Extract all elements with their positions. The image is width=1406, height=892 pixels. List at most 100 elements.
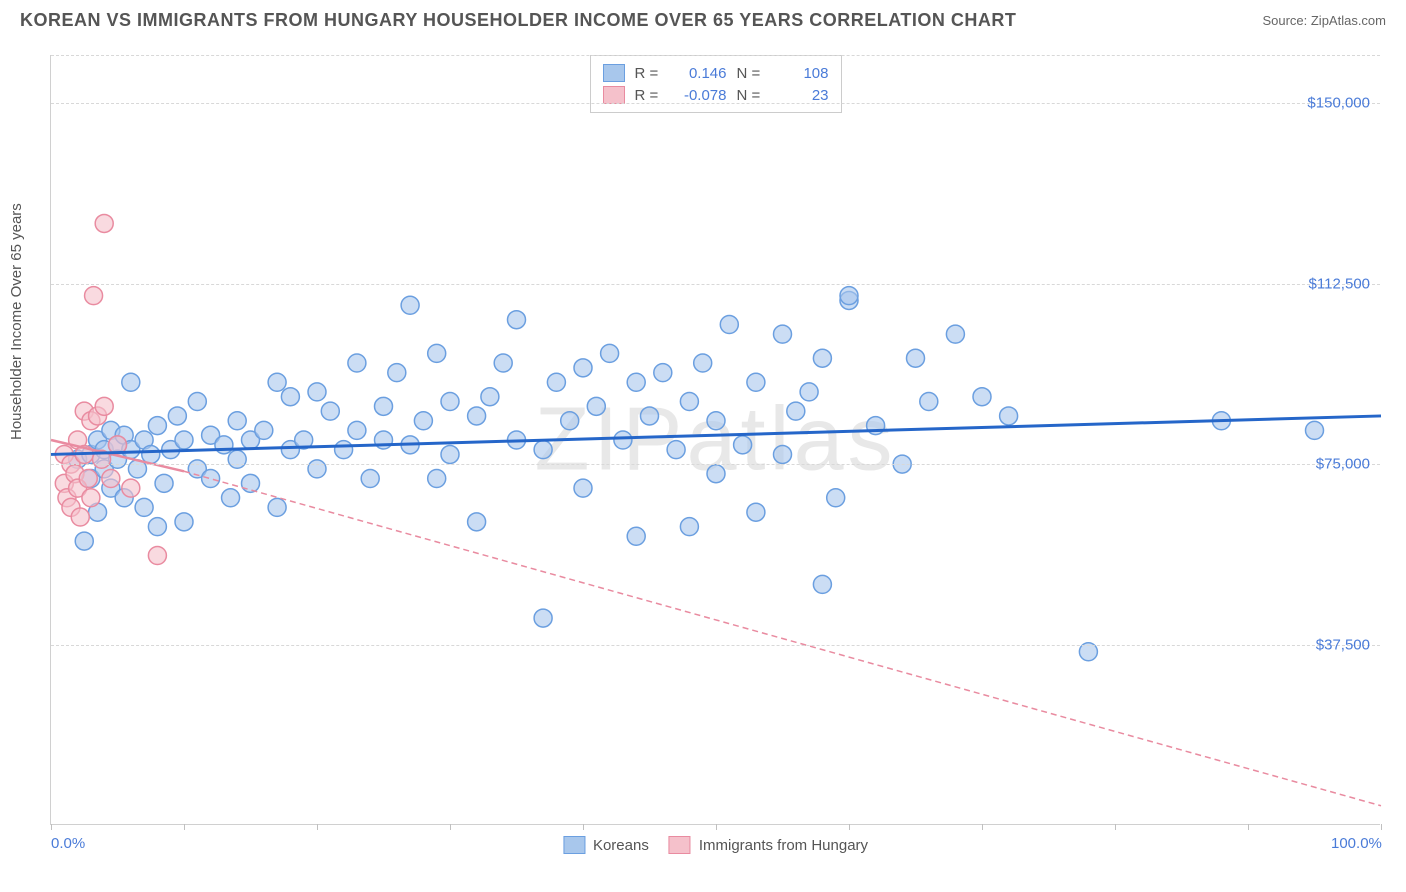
data-point <box>707 412 725 430</box>
data-point <box>680 518 698 536</box>
data-point <box>255 421 273 439</box>
data-point <box>428 470 446 488</box>
chart-title: KOREAN VS IMMIGRANTS FROM HUNGARY HOUSEH… <box>20 10 1016 31</box>
data-point <box>508 311 526 329</box>
data-point <box>268 498 286 516</box>
x-tick <box>184 824 185 830</box>
gridline-horizontal <box>51 645 1380 646</box>
data-point <box>720 316 738 334</box>
data-point <box>75 532 93 550</box>
data-point <box>627 527 645 545</box>
trend-line <box>184 471 1381 805</box>
data-point <box>774 445 792 463</box>
data-point <box>468 407 486 425</box>
plot-svg <box>51 55 1380 824</box>
data-point <box>95 214 113 232</box>
data-point <box>122 373 140 391</box>
data-point <box>414 412 432 430</box>
data-point <box>707 465 725 483</box>
data-point <box>627 373 645 391</box>
x-tick <box>849 824 850 830</box>
data-point <box>135 498 153 516</box>
data-point <box>148 518 166 536</box>
y-tick-label: $150,000 <box>1307 95 1370 112</box>
data-point <box>222 489 240 507</box>
stats-row-blue: R = 0.146 N = 108 <box>603 62 829 84</box>
data-point <box>840 287 858 305</box>
data-point <box>228 450 246 468</box>
data-point <box>747 503 765 521</box>
swatch-blue <box>563 836 585 854</box>
data-point <box>242 474 260 492</box>
data-point <box>481 388 499 406</box>
series-legend: Koreans Immigrants from Hungary <box>563 836 868 854</box>
data-point <box>694 354 712 372</box>
gridline-horizontal <box>51 103 1380 104</box>
data-point <box>71 508 89 526</box>
data-point <box>335 441 353 459</box>
x-tick <box>450 824 451 830</box>
data-point <box>680 393 698 411</box>
data-point <box>228 412 246 430</box>
data-point <box>920 393 938 411</box>
data-point <box>601 344 619 362</box>
data-point <box>82 489 100 507</box>
data-point <box>388 364 406 382</box>
data-point <box>587 397 605 415</box>
gridline-horizontal <box>51 284 1380 285</box>
data-point <box>774 325 792 343</box>
x-tick-label: 0.0% <box>51 835 85 852</box>
data-point <box>175 431 193 449</box>
data-point <box>574 479 592 497</box>
data-point <box>308 383 326 401</box>
scatter-chart: ZIPatlas R = 0.146 N = 108 R = -0.078 N … <box>50 55 1380 825</box>
data-point <box>348 354 366 372</box>
data-point <box>375 397 393 415</box>
data-point <box>534 609 552 627</box>
data-point <box>122 479 140 497</box>
data-point <box>800 383 818 401</box>
data-point <box>1000 407 1018 425</box>
data-point <box>188 393 206 411</box>
data-point <box>667 441 685 459</box>
data-point <box>441 393 459 411</box>
data-point <box>547 373 565 391</box>
gridline-horizontal <box>51 55 1380 56</box>
swatch-blue <box>603 64 625 82</box>
x-tick-label: 100.0% <box>1331 835 1382 852</box>
x-tick <box>1381 824 1382 830</box>
data-point <box>561 412 579 430</box>
data-point <box>641 407 659 425</box>
swatch-pink <box>669 836 691 854</box>
data-point <box>175 513 193 531</box>
data-point <box>148 547 166 565</box>
data-point <box>494 354 512 372</box>
data-point <box>734 436 752 454</box>
source-attribution: Source: ZipAtlas.com <box>1262 13 1386 28</box>
data-point <box>102 470 120 488</box>
r-value-pink: -0.078 <box>671 87 727 104</box>
data-point <box>281 388 299 406</box>
data-point <box>813 349 831 367</box>
data-point <box>268 373 286 391</box>
data-point <box>973 388 991 406</box>
r-value-blue: 0.146 <box>671 65 727 82</box>
gridline-horizontal <box>51 464 1380 465</box>
data-point <box>654 364 672 382</box>
data-point <box>308 460 326 478</box>
data-point <box>348 421 366 439</box>
data-point <box>95 397 113 415</box>
y-tick-label: $75,000 <box>1316 456 1370 473</box>
legend-item-hungary: Immigrants from Hungary <box>669 836 868 854</box>
y-tick-label: $112,500 <box>1309 275 1370 292</box>
data-point <box>574 359 592 377</box>
legend-item-koreans: Koreans <box>563 836 649 854</box>
data-point <box>946 325 964 343</box>
stats-legend: R = 0.146 N = 108 R = -0.078 N = 23 <box>590 55 842 113</box>
x-tick <box>982 824 983 830</box>
x-tick <box>716 824 717 830</box>
data-point <box>827 489 845 507</box>
data-point <box>428 344 446 362</box>
data-point <box>747 373 765 391</box>
data-point <box>534 441 552 459</box>
